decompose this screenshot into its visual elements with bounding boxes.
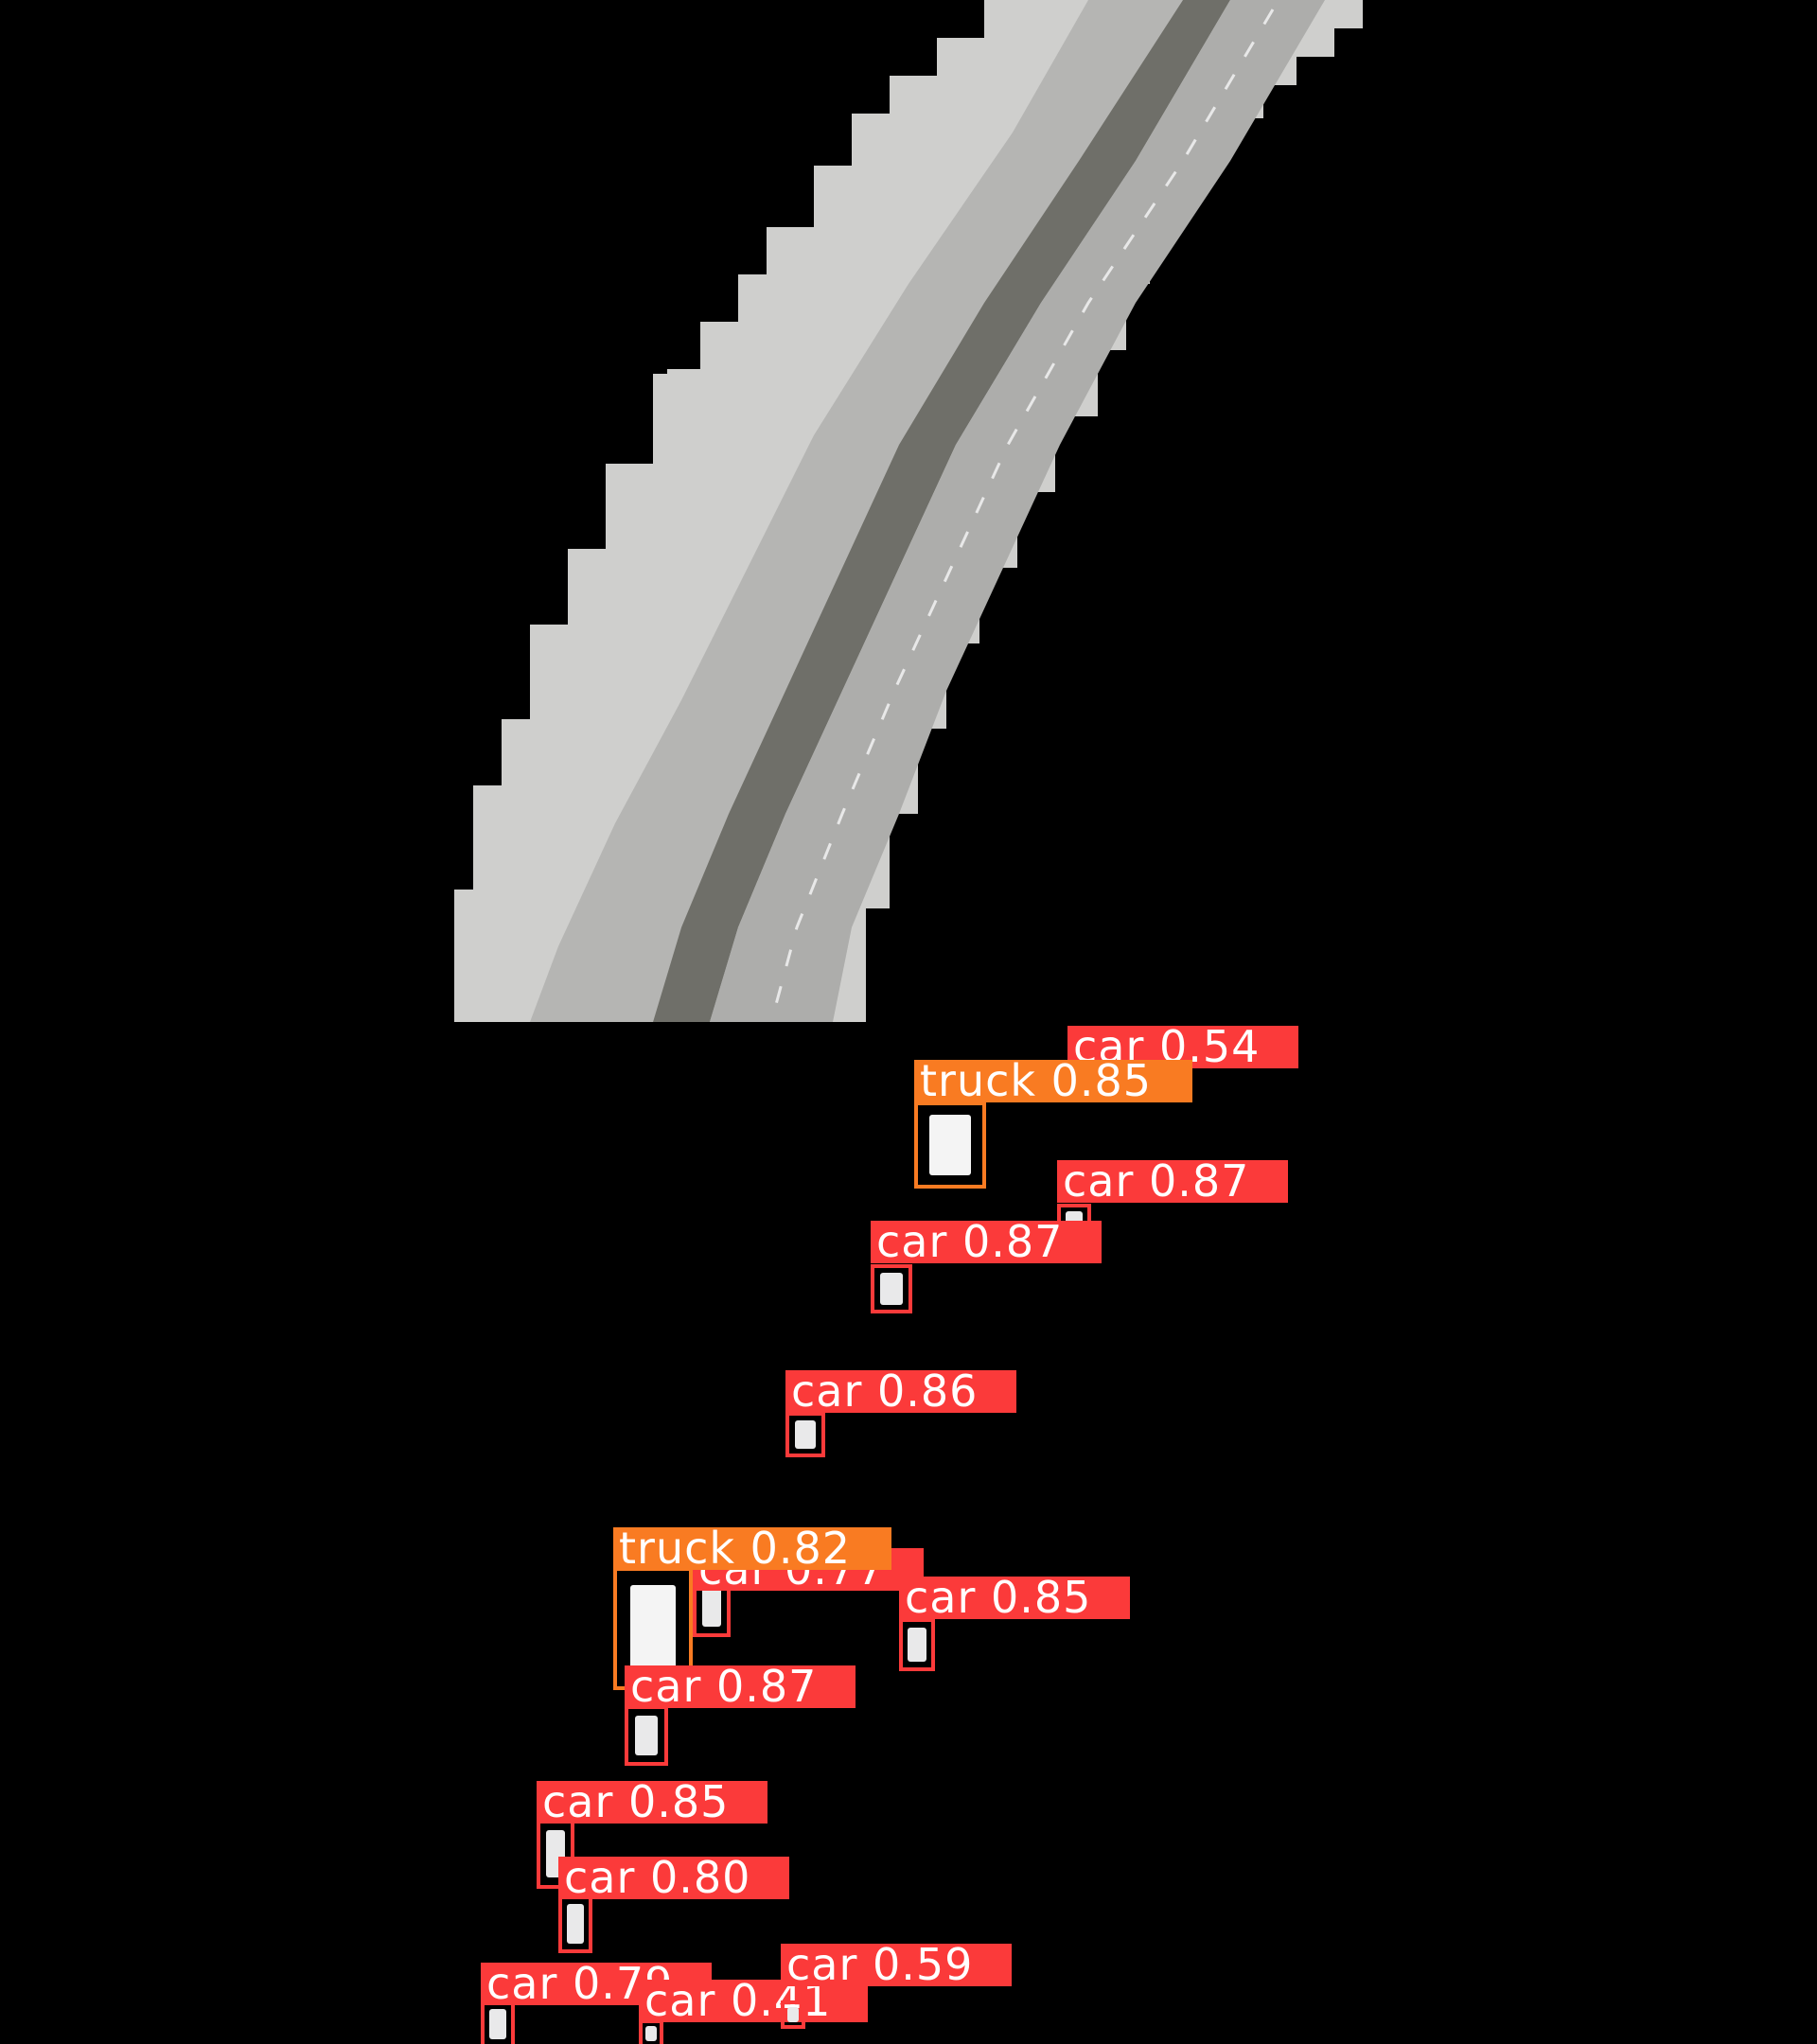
- car-bounding-box: [481, 2000, 515, 2044]
- car-bounding-box: [781, 2000, 805, 2029]
- car-vehicle: [634, 1715, 659, 1756]
- car-bounding-box: [871, 1264, 912, 1313]
- truck-confidence-label: truck 0.85: [914, 1059, 1192, 1102]
- car-confidence-label: car 0.87: [1057, 1159, 1288, 1203]
- car-bounding-box: [625, 1705, 668, 1766]
- road-right-lanes: [710, 0, 1325, 1022]
- truck-confidence-label: truck 0.82: [613, 1526, 891, 1570]
- car-vehicle: [489, 2009, 506, 2039]
- aerial-road-image: car 0.54 truck 0.85 car 0.87 car 0.87 car 0.…: [454, 0, 1363, 2044]
- road-scene: [454, 0, 1363, 1023]
- truck-bounding-box: [914, 1101, 986, 1189]
- median-strip: [653, 0, 1230, 1022]
- car-bounding-box: [899, 1618, 935, 1671]
- car-vehicle: [880, 1273, 903, 1305]
- car-confidence-label: car 0.87: [871, 1220, 1102, 1263]
- car-vehicle: [645, 2025, 657, 2042]
- car-bounding-box: [785, 1412, 825, 1457]
- car-vehicle: [701, 1584, 722, 1628]
- road-left-lanes: [530, 0, 1183, 1022]
- car-confidence-label: car 0.85: [899, 1576, 1130, 1619]
- truck-vehicle: [629, 1584, 677, 1673]
- car-vehicle: [795, 1419, 816, 1450]
- car-confidence-label: car 0.85: [537, 1780, 767, 1824]
- car-confidence-label: car 0.87: [625, 1665, 856, 1708]
- car-confidence-label: car 0.80: [558, 1856, 789, 1899]
- car-confidence-label: car 0.86: [785, 1369, 1016, 1413]
- car-vehicle: [908, 1627, 926, 1663]
- car-bounding-box: [639, 2019, 663, 2044]
- lane-markings: [769, 9, 1275, 1023]
- car-bounding-box: [558, 1894, 592, 1953]
- car-vehicle: [567, 1904, 584, 1944]
- car-confidence-label: car 0.59: [781, 1943, 1012, 1986]
- car-vehicle: [787, 2006, 799, 2023]
- truck-vehicle: [929, 1115, 971, 1175]
